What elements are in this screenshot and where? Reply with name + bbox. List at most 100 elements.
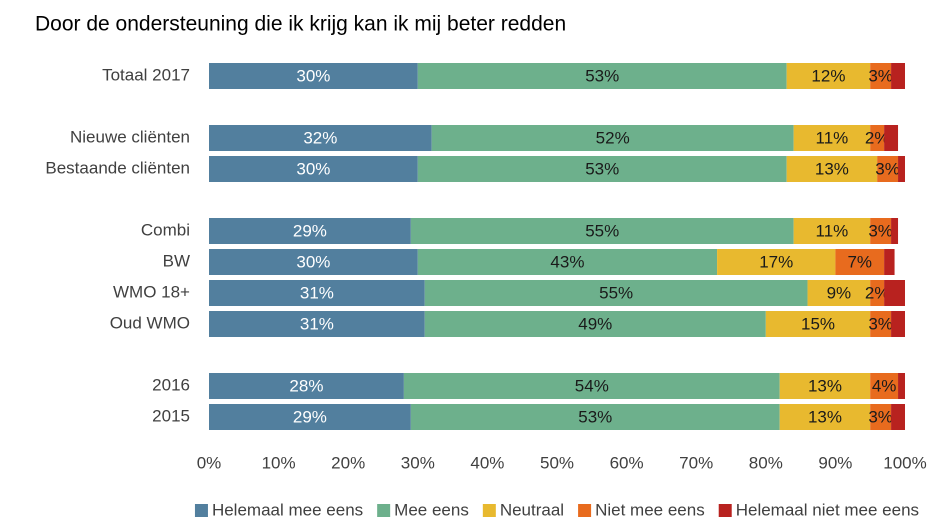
legend-swatch [482, 504, 496, 517]
bar-segment [870, 373, 899, 399]
bar-segment [807, 280, 871, 306]
y-tick-label: Combi [141, 220, 190, 239]
bar-segment [891, 311, 905, 337]
data-label: 55% [599, 283, 633, 302]
data-label: 3% [868, 314, 893, 333]
data-label: 11% [816, 128, 849, 147]
data-label: 3% [868, 221, 893, 240]
y-tick-label: BW [163, 251, 190, 270]
bar-segment [870, 125, 885, 151]
data-label: 53% [585, 159, 619, 178]
data-label: 2% [865, 283, 890, 302]
bar-segment [209, 156, 418, 182]
bar-segment [870, 218, 892, 244]
y-tick-label: Oud WMO [110, 313, 190, 332]
data-label: 52% [596, 128, 630, 147]
bar-segment [786, 156, 878, 182]
data-label: 3% [875, 159, 900, 178]
bar-segment [417, 63, 787, 89]
data-label: 55% [585, 221, 619, 240]
y-tick-label: Nieuwe cliënten [70, 127, 190, 146]
data-label: 2% [865, 128, 890, 147]
bar-segment [884, 125, 899, 151]
data-label: 9% [827, 283, 852, 302]
data-label: 30% [296, 252, 330, 271]
bar-segment [891, 218, 899, 244]
data-label: 11% [816, 221, 849, 240]
data-label: 13% [815, 159, 849, 178]
x-tick-label: 70% [679, 453, 713, 472]
x-tick-label: 100% [883, 453, 926, 472]
bar-segment [717, 249, 836, 275]
bar-segment [417, 249, 718, 275]
x-tick-label: 50% [540, 453, 574, 472]
x-tick-label: 90% [818, 453, 852, 472]
y-tick-label: 2015 [152, 406, 190, 425]
y-tick-label: 2016 [152, 375, 190, 394]
data-label: 32% [303, 128, 337, 147]
bar-segment [431, 125, 794, 151]
data-label: 12% [811, 66, 845, 85]
bar-segment [870, 311, 892, 337]
data-label: 49% [578, 314, 612, 333]
legend-label: Neutraal [500, 500, 564, 519]
data-label: 31% [300, 314, 334, 333]
data-label: 54% [575, 376, 609, 395]
bar-segment [891, 404, 905, 430]
data-label: 53% [578, 407, 612, 426]
bar-segment [793, 125, 871, 151]
x-tick-label: 40% [470, 453, 504, 472]
x-tick-label: 60% [610, 453, 644, 472]
bar-segment [403, 373, 780, 399]
data-label: 43% [550, 252, 584, 271]
x-tick-label: 10% [262, 453, 296, 472]
bar-segment [870, 280, 885, 306]
bar-segment [891, 63, 905, 89]
bar-segment [209, 125, 432, 151]
bar-segment [209, 249, 418, 275]
bar-segment [424, 311, 766, 337]
data-label: 29% [293, 407, 327, 426]
data-label: 13% [808, 376, 842, 395]
bar-segment [877, 156, 899, 182]
bar-segment [410, 218, 794, 244]
bar-segment [786, 63, 871, 89]
bar-segment [779, 373, 871, 399]
data-label: 30% [296, 159, 330, 178]
legend-swatch [194, 504, 208, 517]
data-label: 3% [868, 407, 893, 426]
bar-segment [884, 249, 895, 275]
bar-segment [870, 404, 892, 430]
legend-label: Mee eens [394, 500, 469, 519]
data-label: 7% [847, 252, 872, 271]
bar-segment [424, 280, 808, 306]
bar-segment [870, 63, 892, 89]
bar-segment [209, 404, 411, 430]
bar-segment [793, 218, 871, 244]
bar-segment [779, 404, 871, 430]
bar-segment [898, 373, 905, 399]
x-tick-label: 30% [401, 453, 435, 472]
bar-segment [884, 280, 905, 306]
bar-segment [209, 63, 418, 89]
legend-label: Helemaal niet mee eens [736, 500, 919, 519]
legend-label: Niet mee eens [595, 500, 705, 519]
data-label: 17% [759, 252, 793, 271]
data-label: 4% [872, 376, 897, 395]
bar-segment [417, 156, 787, 182]
legend-swatch [718, 504, 732, 517]
y-tick-label: Bestaande cliënten [45, 158, 190, 177]
chart-title: Door de ondersteuning die ik krijg kan i… [35, 13, 566, 36]
data-label: 29% [293, 221, 327, 240]
data-label: 53% [585, 66, 619, 85]
legend-swatch [578, 504, 592, 517]
data-label: 30% [296, 66, 330, 85]
bar-segment [765, 311, 871, 337]
legend-swatch [377, 504, 391, 517]
legend-label: Helemaal mee eens [212, 500, 363, 519]
bar-segment [898, 156, 905, 182]
data-label: 15% [801, 314, 835, 333]
y-tick-label: WMO 18+ [113, 282, 190, 301]
bar-segment [209, 218, 411, 244]
